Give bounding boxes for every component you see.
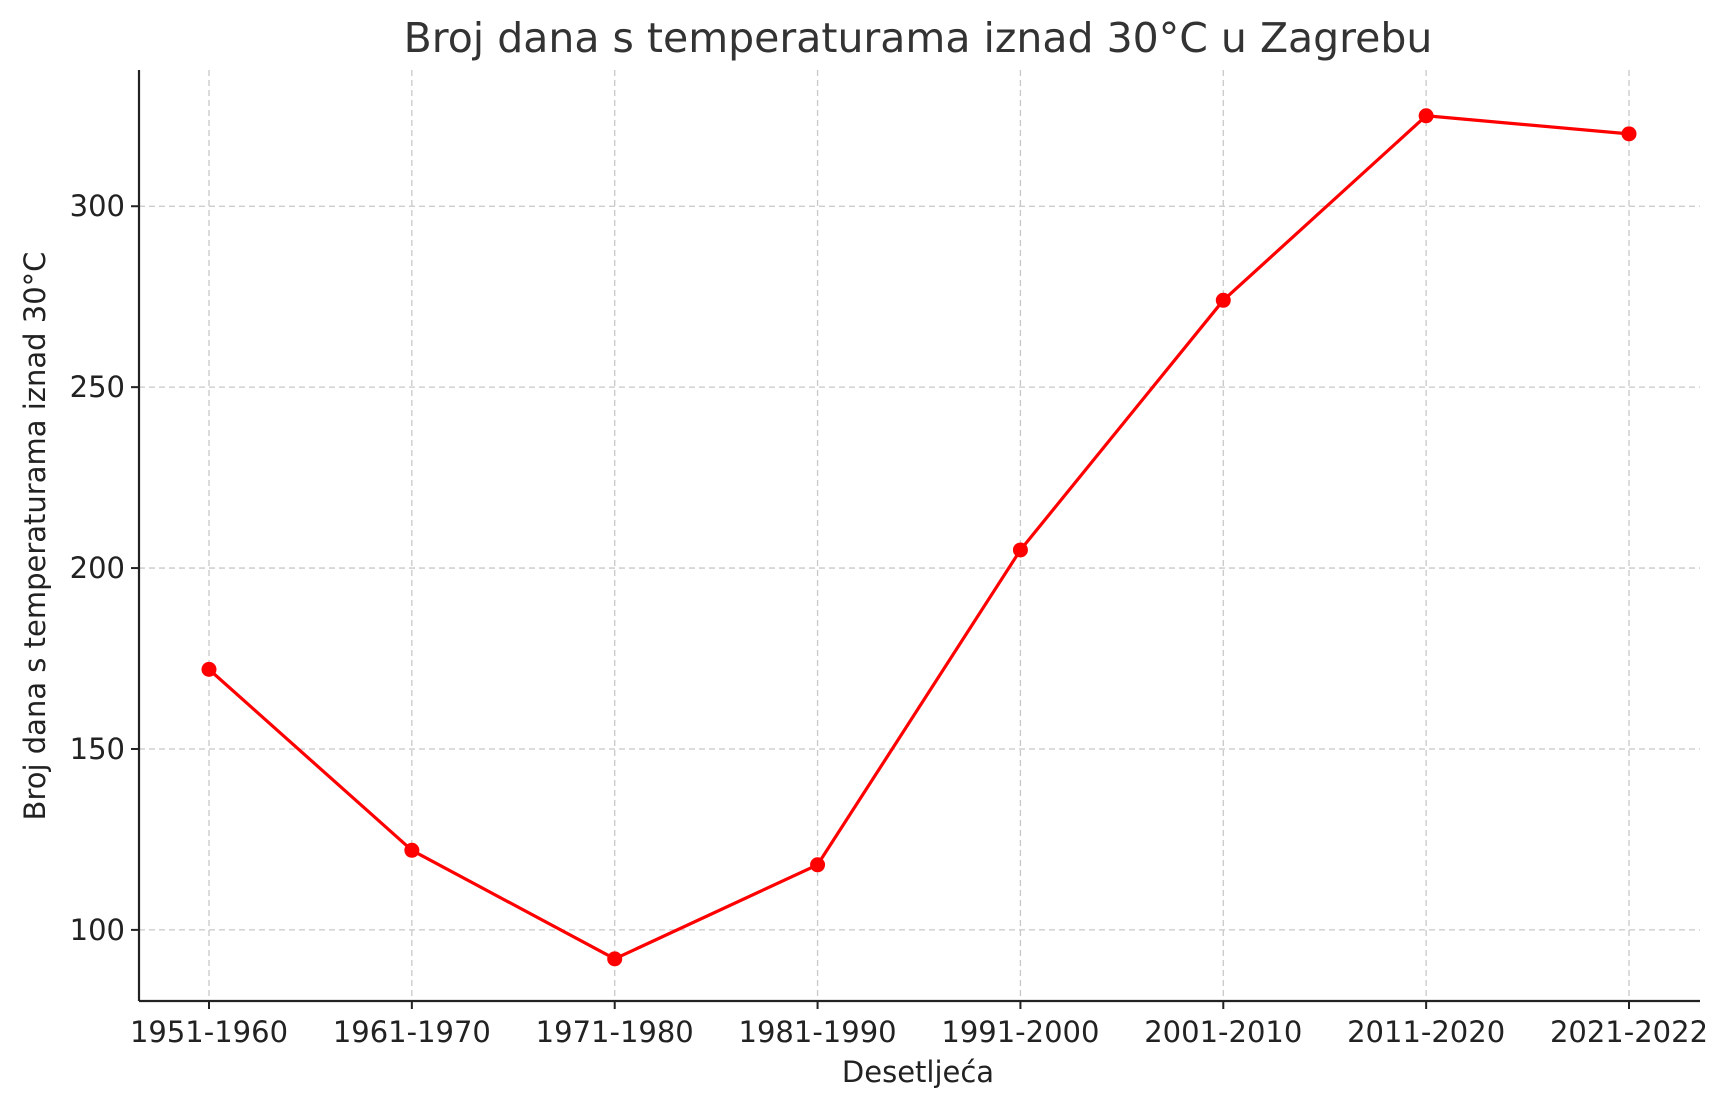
y-axis-label: Broj dana s temperaturama iznad 30°C: [18, 252, 52, 821]
x-axis-label: Desetljeća: [842, 1055, 994, 1089]
x-tick-label: 1971-1980: [536, 1015, 694, 1049]
axes: 1951-1960 1961-1970 1971-1980 1981-1990 1991…: [70, 70, 1708, 1049]
data-point: [1621, 126, 1637, 142]
series-line: [207, 114, 1630, 961]
y-tick-label: 300: [70, 189, 125, 223]
data-point: [810, 857, 826, 873]
chart-title: Broj dana s temperaturama iznad 30°C u Z…: [404, 14, 1433, 62]
x-tick-label: 2011-2020: [1347, 1015, 1505, 1049]
x-tick-label: 1961-1970: [333, 1015, 491, 1049]
data-point: [1418, 108, 1434, 124]
x-tick-label: 2001-2010: [1144, 1015, 1302, 1049]
y-tick-label: 200: [70, 551, 125, 585]
x-tick-label: 1951-1960: [130, 1015, 288, 1049]
grid: [139, 70, 1700, 1001]
data-point: [201, 661, 217, 677]
y-tick-label: 250: [70, 370, 125, 404]
data-point: [1012, 542, 1028, 558]
series: [201, 108, 1637, 967]
data-point: [404, 842, 420, 858]
data-point: [607, 951, 623, 967]
data-point: [1215, 292, 1231, 308]
y-tick-label: 150: [70, 732, 125, 766]
x-tick-label: 1991-2000: [941, 1015, 1099, 1049]
x-tick-label: 1981-1990: [739, 1015, 897, 1049]
y-tick-label: 100: [70, 913, 125, 947]
x-tick-label: 2021-2022: [1550, 1015, 1708, 1049]
